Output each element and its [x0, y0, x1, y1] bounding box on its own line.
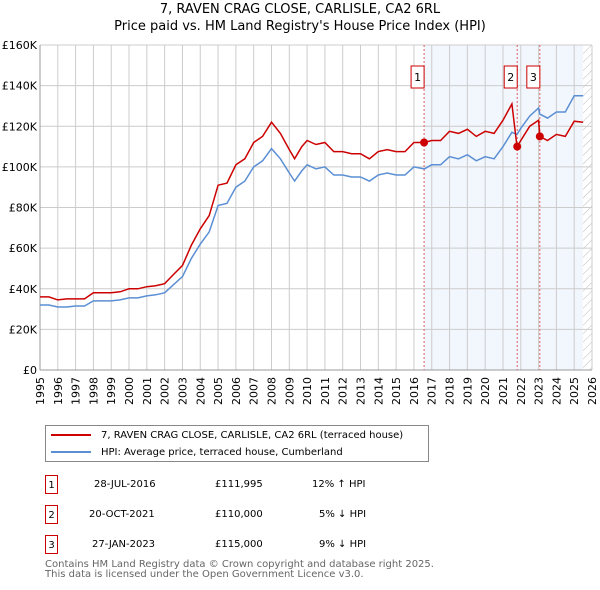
sale-hpi: 9% ↓ HPI [319, 539, 367, 550]
property-price-line [40, 101, 584, 301]
sale-marker-label: 2 [507, 71, 514, 84]
sale-price: £111,995 [215, 479, 263, 490]
legend-label: HPI: Average price, terraced house, Cumb… [101, 446, 343, 458]
sale-marker-box [503, 65, 518, 89]
sale-marker-box [410, 65, 425, 89]
x-tick-label: 2003 [176, 377, 189, 405]
y-tick-label: £80K [9, 202, 38, 215]
y-tick-label: £160K [2, 39, 38, 52]
sale-point [420, 138, 429, 147]
x-tick-label: 2021 [497, 377, 510, 405]
hpi-line [40, 95, 584, 308]
y-tick-label: £40K [9, 283, 38, 296]
x-tick-label: 2022 [515, 377, 528, 405]
x-tick-label: 2010 [301, 377, 314, 405]
x-tick-label: 2005 [212, 377, 225, 405]
legend-item-property: 7, RAVEN CRAG CLOSE, CARLISLE, CA2 6RL (… [46, 427, 403, 443]
x-tick-label: 2009 [283, 377, 296, 405]
x-tick-label: 2016 [408, 377, 421, 405]
sale-marker-box [526, 65, 541, 89]
sale-date: 28-JUL-2016 [94, 479, 156, 490]
x-tick-label: 2007 [248, 377, 261, 405]
sale-marker-label: 1 [414, 71, 421, 84]
y-tick-label: £100K [2, 161, 38, 174]
legend: 7, RAVEN CRAG CLOSE, CARLISLE, CA2 6RL (… [45, 425, 429, 462]
x-tick-label: 2011 [319, 377, 332, 405]
x-tick-label: 2019 [461, 377, 474, 405]
x-tick-label: 1995 [34, 377, 47, 405]
x-tick-label: 2004 [194, 377, 207, 405]
sale-badge: 1 [45, 475, 58, 494]
chart-title: 7, RAVEN CRAG CLOSE, CARLISLE, CA2 6RL [159, 2, 441, 17]
y-tick-label: £0 [23, 364, 37, 377]
x-tick-label: 1998 [87, 377, 100, 405]
x-tick-label: 1996 [52, 377, 65, 405]
x-tick-label: 2001 [141, 377, 154, 405]
legend-item-hpi: HPI: Average price, terraced house, Cumb… [46, 444, 343, 460]
sale-date: 20-OCT-2021 [89, 509, 155, 520]
x-tick-label: 2020 [479, 377, 492, 405]
sale-point [513, 142, 522, 151]
x-tick-label: 2018 [444, 377, 457, 405]
sale-marker-label: 3 [530, 71, 537, 84]
legend-swatch-blue [51, 451, 91, 453]
y-tick-label: £20K [9, 323, 38, 336]
footer-licence: This data is licensed under the Open Gov… [45, 569, 364, 580]
y-tick-label: £140K [2, 80, 38, 93]
x-tick-label: 2017 [426, 377, 439, 405]
sale-price: £110,000 [215, 509, 263, 520]
x-tick-label: 2000 [123, 377, 136, 405]
x-tick-label: 2015 [390, 377, 403, 405]
x-tick-label: 2025 [568, 377, 581, 405]
x-tick-label: 2012 [337, 377, 350, 405]
table-row: 2 20-OCT-2021 £110,000 5% ↓ HPI [45, 505, 465, 525]
sale-badge: 3 [45, 535, 58, 554]
footer-copyright: Contains HM Land Registry data © Crown c… [45, 559, 434, 570]
y-tick-label: £120K [2, 120, 38, 133]
sale-point [535, 132, 544, 141]
x-tick-label: 2006 [230, 377, 243, 405]
chart-subtitle: Price paid vs. HM Land Registry's House … [114, 19, 486, 34]
sale-price: £115,000 [215, 539, 263, 550]
y-tick-label: £60K [9, 242, 38, 255]
x-tick-label: 2008 [265, 377, 278, 405]
x-tick-label: 2013 [355, 377, 368, 405]
x-tick-label: 2024 [550, 377, 563, 405]
x-tick-label: 2014 [372, 377, 385, 405]
table-row: 3 27-JAN-2023 £115,000 9% ↓ HPI [45, 535, 465, 555]
legend-label: 7, RAVEN CRAG CLOSE, CARLISLE, CA2 6RL (… [101, 429, 404, 441]
sale-hpi: 5% ↓ HPI [319, 509, 367, 520]
sale-badge: 2 [45, 505, 58, 524]
x-tick-label: 2023 [533, 377, 546, 405]
table-row: 1 28-JUL-2016 £111,995 12% ↑ HPI [45, 475, 465, 495]
x-tick-label: 1997 [70, 377, 83, 405]
legend-swatch-red [51, 434, 91, 436]
sale-date: 27-JAN-2023 [92, 539, 156, 550]
x-tick-label: 2026 [586, 377, 599, 405]
sale-hpi: 12% ↑ HPI [312, 479, 366, 490]
price-chart: 1 2 3 £0 £20K £40K £60K £80K £100K £120K £140K £160… [2, 39, 599, 405]
x-tick-label: 1999 [105, 377, 118, 405]
x-tick-label: 2002 [159, 377, 172, 405]
